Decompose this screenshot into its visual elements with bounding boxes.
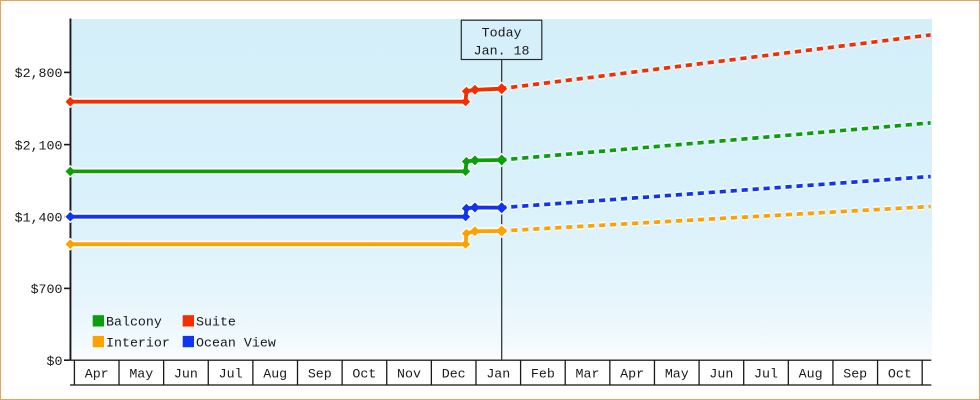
svg-text:Interior: Interior	[106, 335, 170, 350]
svg-text:Apr: Apr	[620, 366, 644, 381]
svg-text:Jun: Jun	[174, 366, 198, 381]
svg-text:$2,800: $2,800	[15, 66, 63, 81]
svg-text:Oct: Oct	[888, 366, 912, 381]
svg-text:Apr: Apr	[85, 366, 109, 381]
svg-text:$2,100: $2,100	[15, 138, 63, 153]
svg-text:Balcony: Balcony	[106, 315, 162, 330]
svg-text:Dec: Dec	[442, 366, 466, 381]
svg-text:Today: Today	[482, 26, 522, 41]
svg-text:Aug: Aug	[263, 366, 287, 381]
svg-text:Jan: Jan	[486, 366, 510, 381]
svg-text:$0: $0	[47, 354, 63, 369]
svg-text:Suite: Suite	[196, 315, 236, 330]
svg-text:Oct: Oct	[352, 366, 376, 381]
svg-text:Jun: Jun	[709, 366, 733, 381]
svg-text:Jan. 18: Jan. 18	[474, 43, 530, 58]
svg-text:May: May	[665, 366, 689, 381]
svg-text:Nov: Nov	[397, 366, 421, 381]
svg-text:Aug: Aug	[799, 366, 823, 381]
svg-text:$700: $700	[31, 282, 63, 297]
svg-text:Mar: Mar	[576, 366, 600, 381]
svg-text:Jul: Jul	[219, 366, 243, 381]
svg-text:May: May	[129, 366, 153, 381]
svg-text:Jul: Jul	[754, 366, 778, 381]
svg-text:Sep: Sep	[843, 366, 867, 381]
svg-text:Ocean View: Ocean View	[196, 335, 276, 350]
svg-text:$1,400: $1,400	[15, 210, 63, 225]
svg-text:Feb: Feb	[531, 366, 555, 381]
svg-text:Sep: Sep	[308, 366, 332, 381]
